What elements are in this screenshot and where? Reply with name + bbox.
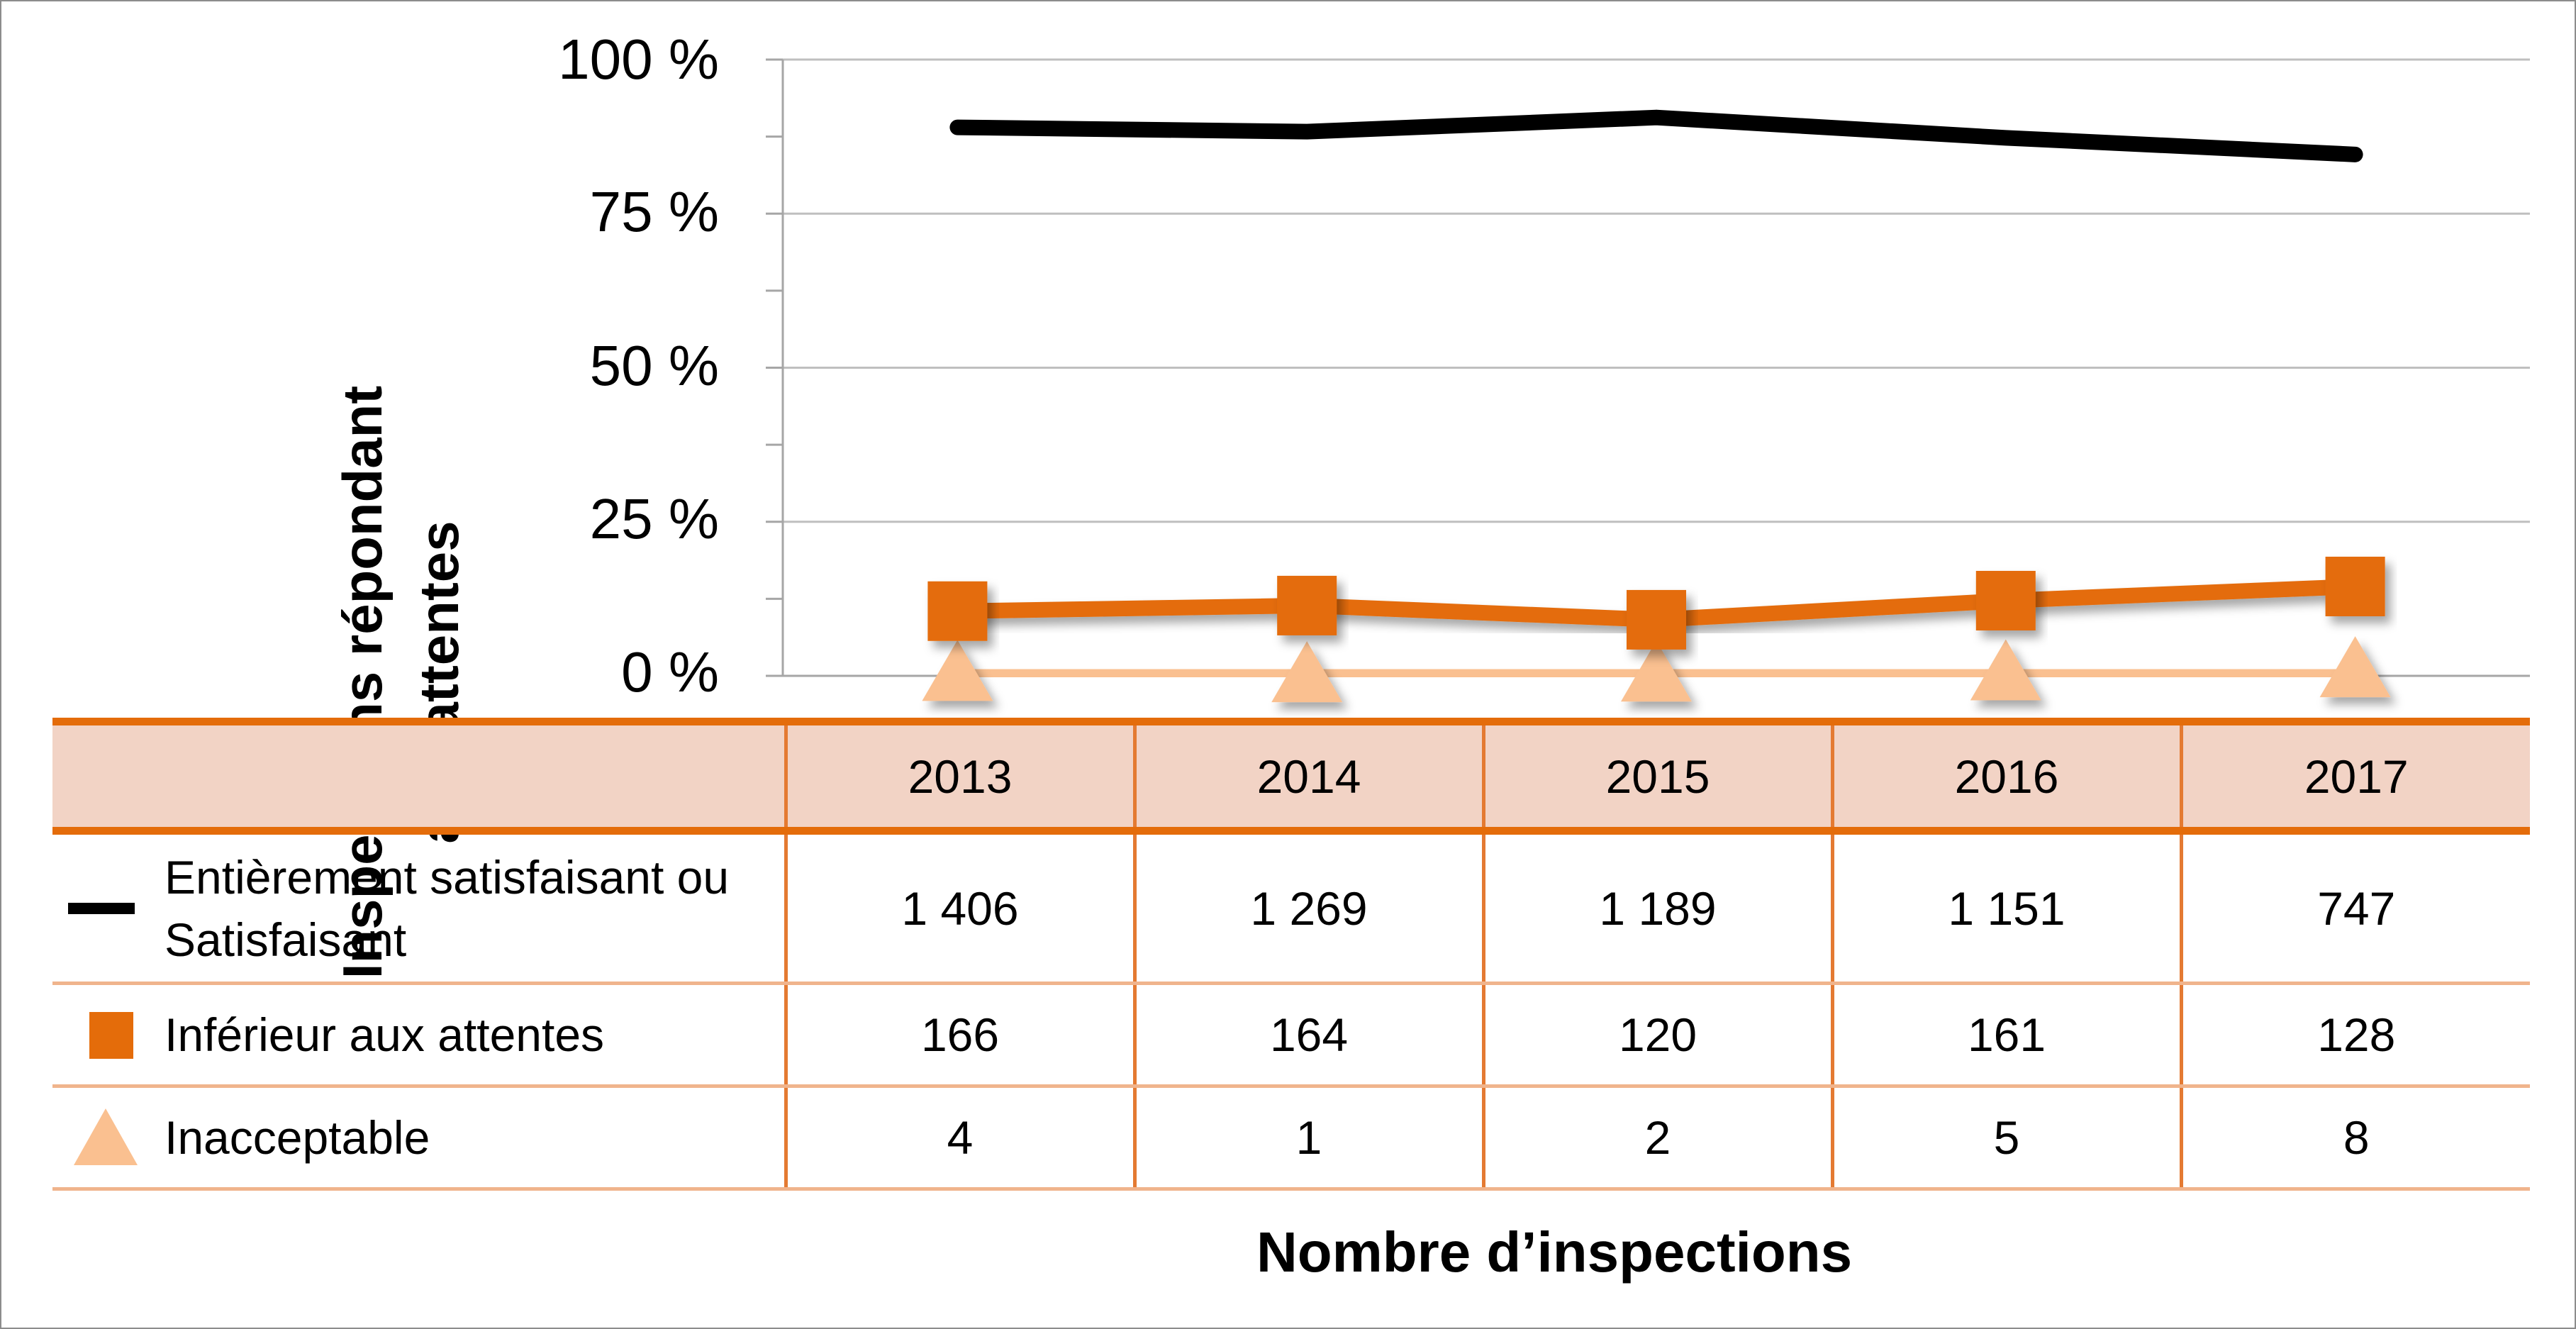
table-row: Inacceptable 4 1 2 5 8 xyxy=(52,1086,2530,1191)
legend-entry: Entièrement satisfaisant ou Satisfaisant xyxy=(52,830,786,985)
x-axis-title: Nombre d’inspections xyxy=(1256,1220,1853,1284)
data-point xyxy=(1271,641,1343,703)
table-row: Entièrement satisfaisant ou Satisfaisant… xyxy=(52,830,2530,985)
x-tick-label: 2014 xyxy=(1132,718,1483,835)
x-tick-label: 2017 xyxy=(2179,718,2530,835)
y-tick-label: 0 % xyxy=(621,640,719,704)
y-tick-label: 100 % xyxy=(558,28,719,91)
data-point xyxy=(2325,556,2385,616)
data-label: 5 xyxy=(1830,1086,2181,1191)
x-tick-label: 2013 xyxy=(784,718,1134,835)
data-label: 1 151 xyxy=(1830,830,2181,985)
series-line xyxy=(949,109,2363,162)
table-header-corner xyxy=(52,718,786,835)
data-label: 166 xyxy=(784,983,1134,1088)
data-point xyxy=(922,640,993,701)
data-point xyxy=(1970,639,2041,701)
data-label: 8 xyxy=(2179,1086,2530,1191)
data-point xyxy=(1277,575,1337,635)
data-label: 120 xyxy=(1481,983,1832,1088)
data-label: 1 189 xyxy=(1481,830,1832,985)
data-point xyxy=(1621,640,1692,702)
data-point xyxy=(2319,636,2391,698)
data-point xyxy=(927,581,988,641)
y-tick-label: 25 % xyxy=(589,487,719,550)
legend-triangle-icon xyxy=(74,1108,138,1165)
series-layer xyxy=(922,109,2391,703)
y-tick-label: 75 % xyxy=(589,180,719,243)
data-point xyxy=(1627,589,1686,650)
series-name: Inférieur aux attentes xyxy=(165,1008,605,1061)
y-tick-label: 50 % xyxy=(589,334,719,397)
data-label: 164 xyxy=(1132,983,1483,1088)
x-tick-label: 2016 xyxy=(1830,718,2181,835)
data-label: 128 xyxy=(2179,983,2530,1088)
legend-entry: Inférieur aux attentes xyxy=(52,983,786,1088)
data-label: 4 xyxy=(784,1086,1134,1191)
data-label: 1 406 xyxy=(784,830,1134,985)
data-point xyxy=(1975,570,2036,630)
table-header-row: 2013 2014 2015 2016 2017 xyxy=(52,718,2530,835)
x-tick-label: 2015 xyxy=(1481,718,1832,835)
data-label: 2 xyxy=(1481,1086,1832,1191)
legend-entry: Inacceptable xyxy=(52,1086,786,1191)
data-table: 2013 2014 2015 2016 2017 Entièrement sat… xyxy=(52,718,2530,1191)
data-label: 1 xyxy=(1132,1086,1483,1191)
table-row: Inférieur aux attentes 166 164 120 161 1… xyxy=(52,983,2530,1088)
data-label: 747 xyxy=(2179,830,2530,985)
gridlines xyxy=(783,58,2530,523)
data-label: 1 269 xyxy=(1132,830,1483,985)
series-name: Inacceptable xyxy=(165,1111,430,1164)
data-label: 161 xyxy=(1830,983,2181,1088)
series-name: Entièrement satisfaisant ou Satisfaisant xyxy=(165,850,730,966)
legend-line-icon xyxy=(68,902,135,914)
legend-square-icon xyxy=(89,1012,133,1059)
